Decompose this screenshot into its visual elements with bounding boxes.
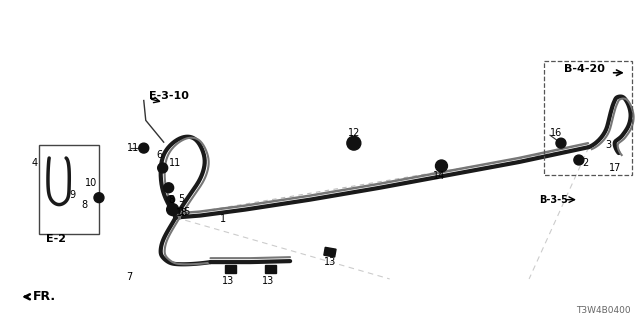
Circle shape <box>166 204 179 215</box>
Circle shape <box>94 193 104 203</box>
Text: 8: 8 <box>81 200 87 210</box>
Text: 10: 10 <box>85 178 97 188</box>
Text: 17: 17 <box>609 163 621 173</box>
Text: 3: 3 <box>605 140 612 150</box>
Bar <box>544 61 632 175</box>
Text: E-2: E-2 <box>46 234 66 244</box>
Text: 5: 5 <box>179 194 185 204</box>
Circle shape <box>157 163 168 173</box>
Text: 12: 12 <box>348 128 360 138</box>
Text: 7: 7 <box>125 272 132 282</box>
Circle shape <box>556 138 566 148</box>
Text: E-3-10: E-3-10 <box>148 91 189 100</box>
Circle shape <box>435 160 447 172</box>
Text: 18: 18 <box>175 208 188 218</box>
Circle shape <box>574 155 584 165</box>
Text: B-4-20: B-4-20 <box>564 64 605 74</box>
Text: 11: 11 <box>127 143 139 153</box>
Text: B-3-5: B-3-5 <box>539 195 568 205</box>
Bar <box>225 265 236 273</box>
Bar <box>324 247 336 257</box>
Text: 13: 13 <box>262 276 275 286</box>
Text: 6: 6 <box>157 150 163 160</box>
Text: 14: 14 <box>433 171 445 181</box>
Text: 2: 2 <box>582 158 588 168</box>
Circle shape <box>139 143 148 153</box>
Text: 13: 13 <box>222 276 234 286</box>
Text: 9: 9 <box>69 190 76 200</box>
Circle shape <box>166 196 175 204</box>
Text: 1: 1 <box>220 214 227 224</box>
Circle shape <box>164 183 173 193</box>
Text: 4: 4 <box>31 158 37 168</box>
Bar <box>265 265 276 273</box>
Text: 15: 15 <box>179 206 191 217</box>
Bar <box>39 145 99 234</box>
Text: 13: 13 <box>324 257 336 267</box>
Text: 8: 8 <box>169 195 175 205</box>
Text: T3W4B0400: T3W4B0400 <box>576 306 630 315</box>
Text: FR.: FR. <box>25 290 56 303</box>
Circle shape <box>347 136 361 150</box>
Text: 16: 16 <box>550 128 563 138</box>
Text: 11: 11 <box>169 158 181 168</box>
